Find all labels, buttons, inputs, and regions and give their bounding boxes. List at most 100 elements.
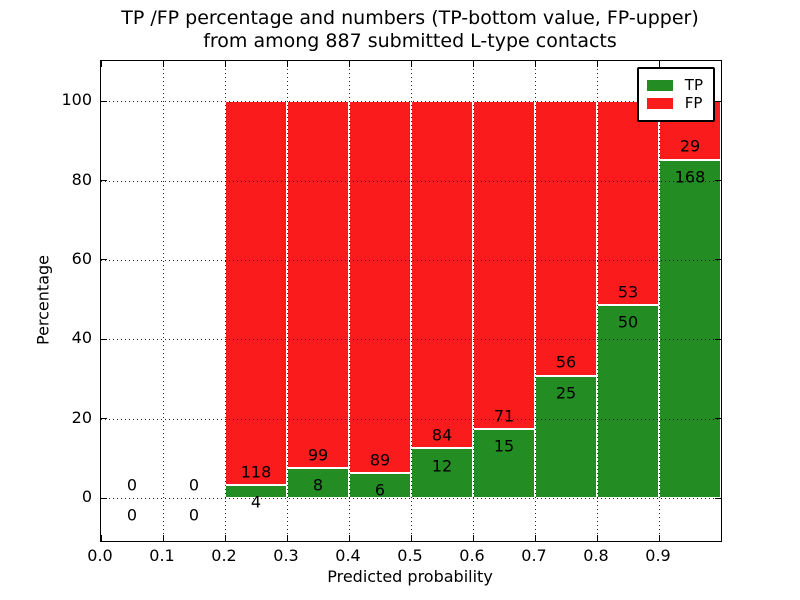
y-tick-mark-right bbox=[715, 180, 721, 181]
y-tick-mark-right bbox=[715, 259, 721, 261]
bar-segment-fp bbox=[287, 101, 349, 469]
legend-label-tp: TP bbox=[684, 76, 703, 94]
bar-labels-layer: 0 0 0 0 118 4 99 8 89 6 84 12 71 15 56 25 53 50 29 168 bbox=[101, 61, 721, 541]
x-tick-mark-top bbox=[410, 61, 412, 67]
x-tick-mark-bottom bbox=[720, 535, 722, 541]
bar-label-tp-count: 8 bbox=[312, 475, 324, 495]
x-tick-label: 0.0 bbox=[87, 546, 113, 565]
bar-segment-fp bbox=[535, 101, 597, 376]
bar-label-tp-count: 6 bbox=[374, 480, 386, 500]
x-tick-mark-top bbox=[224, 61, 226, 67]
bar-label-tp-count: 0 bbox=[188, 505, 200, 525]
bar-segment-fp bbox=[473, 101, 535, 429]
bar-label-fp-count: 71 bbox=[493, 406, 515, 426]
x-tick-mark-top bbox=[348, 61, 350, 67]
x-tick-mark-bottom bbox=[534, 535, 536, 541]
bar-label-tp-count: 25 bbox=[555, 383, 577, 403]
bar-segment-tp bbox=[535, 375, 597, 499]
x-tick-mark-top bbox=[100, 61, 102, 67]
bar-segment-tp bbox=[287, 468, 349, 499]
bar-segment-fp bbox=[349, 101, 411, 474]
bar-segment-tp bbox=[473, 428, 535, 499]
bar-label-tp-count: 50 bbox=[617, 312, 639, 332]
bar-segment-tp bbox=[659, 159, 721, 499]
bar-segment-fp bbox=[597, 101, 659, 306]
x-tick-label: 0.3 bbox=[273, 546, 299, 565]
x-tick-mark-bottom bbox=[348, 535, 350, 541]
x-tick-mark-bottom bbox=[224, 535, 226, 541]
chart-title-line1: TP /FP percentage and numbers (TP-bottom… bbox=[121, 7, 699, 29]
y-tick-mark-right bbox=[715, 338, 721, 340]
x-tick-mark-top bbox=[472, 61, 474, 67]
gridline-vertical bbox=[349, 61, 350, 541]
gridline-vertical bbox=[473, 61, 474, 541]
x-tick-label: 0.9 bbox=[645, 546, 671, 565]
bar-label-tp-count: 12 bbox=[431, 456, 453, 476]
bar-label-tp-count: 168 bbox=[674, 167, 706, 187]
chart-title: TP /FP percentage and numbers (TP-bottom… bbox=[100, 7, 720, 53]
x-tick-mark-bottom bbox=[658, 535, 660, 541]
y-tick-mark-right bbox=[715, 418, 721, 420]
bar-label-fp-count: 29 bbox=[679, 136, 701, 156]
bar-label-fp-count: 53 bbox=[617, 282, 639, 302]
gridline-vertical bbox=[535, 61, 536, 541]
y-tick-label: 20 bbox=[71, 407, 92, 427]
x-axis-label: Predicted probability bbox=[327, 567, 493, 586]
bars-layer bbox=[101, 61, 721, 541]
y-tick-label: 0 bbox=[81, 487, 92, 507]
gridline-vertical bbox=[659, 61, 660, 541]
x-tick-label: 0.6 bbox=[459, 546, 485, 565]
legend-item-tp: TP bbox=[646, 76, 703, 94]
bar-label-fp-count: 0 bbox=[188, 475, 200, 495]
x-tick-mark-bottom bbox=[162, 535, 164, 541]
x-tick-mark-bottom bbox=[100, 535, 102, 541]
y-tick-mark-left bbox=[101, 338, 107, 340]
gridline-vertical bbox=[597, 61, 598, 541]
bar-label-tp-count: 0 bbox=[126, 505, 138, 525]
bar-segment-fp bbox=[411, 101, 473, 449]
x-tick-label: 0.1 bbox=[149, 546, 175, 565]
y-tick-label: 40 bbox=[71, 328, 92, 348]
bar-label-fp-count: 84 bbox=[431, 425, 453, 445]
x-tick-mark-top bbox=[534, 61, 536, 67]
x-tick-mark-top bbox=[720, 61, 722, 67]
tp-color-swatch bbox=[646, 80, 673, 91]
gridline-vertical bbox=[163, 61, 164, 541]
y-tick-mark-left bbox=[101, 180, 107, 181]
x-tick-mark-top bbox=[286, 61, 288, 67]
x-tick-mark-bottom bbox=[410, 535, 412, 541]
x-tick-label: 0.4 bbox=[335, 546, 361, 565]
grid-layer bbox=[101, 61, 721, 541]
x-tick-label: 0.5 bbox=[397, 546, 423, 565]
legend: TP FP bbox=[636, 67, 715, 122]
y-tick-mark-left bbox=[101, 497, 107, 499]
legend-item-fp: FP bbox=[646, 96, 703, 111]
x-tick-label: 0.2 bbox=[211, 546, 237, 565]
bar-label-fp-count: 56 bbox=[555, 352, 577, 372]
x-tick-mark-bottom bbox=[472, 535, 474, 541]
x-tick-label: 0.7 bbox=[521, 546, 547, 565]
bar-label-fp-count: 0 bbox=[126, 475, 138, 495]
bar-segment-tp bbox=[597, 305, 659, 499]
y-tick-mark-left bbox=[101, 418, 107, 420]
bar-label-fp-count: 89 bbox=[369, 450, 391, 470]
bar-segment-fp bbox=[225, 101, 287, 486]
gridline-vertical bbox=[287, 61, 288, 541]
bar-label-fp-count: 99 bbox=[307, 445, 329, 465]
y-tick-mark-right bbox=[715, 100, 721, 102]
bar-label-tp-count: 4 bbox=[250, 492, 262, 512]
fp-color-swatch bbox=[646, 98, 673, 109]
bar-label-fp-count: 118 bbox=[240, 462, 272, 482]
gridline-vertical bbox=[411, 61, 412, 541]
bar-label-tp-count: 15 bbox=[493, 436, 515, 456]
y-tick-label: 80 bbox=[71, 169, 92, 189]
x-tick-mark-top bbox=[162, 61, 164, 67]
y-tick-label: 100 bbox=[61, 90, 92, 110]
y-tick-mark-left bbox=[101, 259, 107, 261]
chart-title-line2: from among 887 submitted L-type contacts bbox=[203, 30, 617, 52]
x-tick-mark-bottom bbox=[286, 535, 288, 541]
x-tick-mark-top bbox=[596, 61, 598, 67]
x-tick-mark-bottom bbox=[596, 535, 598, 541]
x-tick-label: 0.8 bbox=[583, 546, 609, 565]
plot-area: 0 0 0 0 118 4 99 8 89 6 84 12 71 15 56 25 53 50 29 168 TP F… bbox=[100, 60, 722, 542]
